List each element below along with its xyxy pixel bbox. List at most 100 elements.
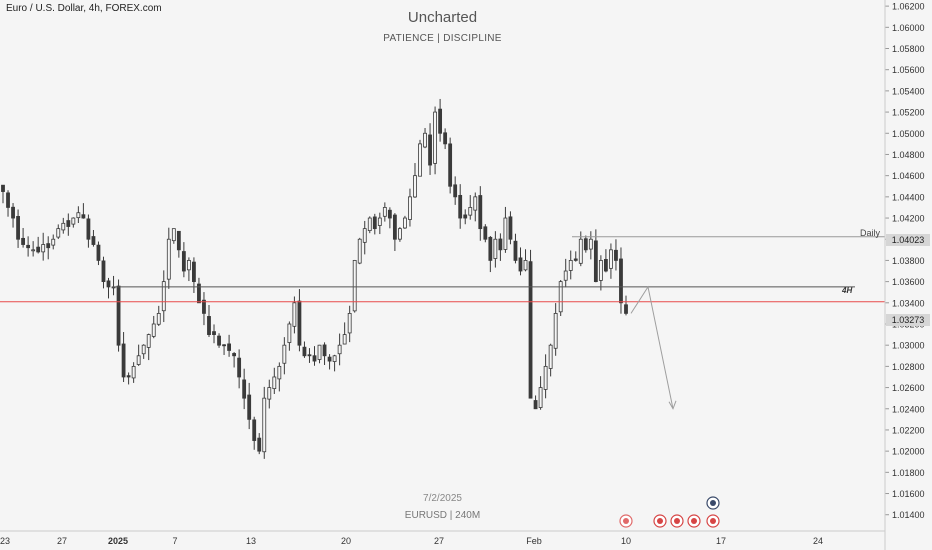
candle-body xyxy=(171,228,176,242)
x-tick-label: 23 xyxy=(0,536,10,546)
x-tick-label: 27 xyxy=(57,536,67,546)
candle-body xyxy=(11,206,15,219)
y-tick-label: 1.03600 xyxy=(892,277,925,287)
candle-body xyxy=(121,343,126,378)
y-axis-labels: 1.06200 1.06000 1.05800 1.05600 1.05400 1.052… xyxy=(885,2,925,520)
candle-body xyxy=(518,257,523,272)
date-watermark: 7/2/2025 xyxy=(423,493,462,504)
y-tick-label: 1.03000 xyxy=(892,341,925,351)
x-tick-label: 20 xyxy=(341,536,351,546)
y-tick-label: 1.02200 xyxy=(892,425,925,435)
candle-body xyxy=(106,280,111,288)
y-tick-label: 1.03400 xyxy=(892,298,925,308)
candle-body xyxy=(56,228,61,238)
candle-body xyxy=(573,258,578,261)
globe-event-icon-dot xyxy=(710,500,716,506)
candle-body xyxy=(558,281,563,313)
candle-body xyxy=(156,313,161,325)
x-tick-label: 24 xyxy=(813,536,823,546)
projection-arrowhead xyxy=(668,400,677,410)
candle-body xyxy=(583,238,588,251)
candle-body xyxy=(126,375,131,378)
candle-body xyxy=(443,132,448,145)
candle-body xyxy=(247,394,252,420)
y-tick-label: 1.02600 xyxy=(892,383,925,393)
candle-body xyxy=(543,365,548,390)
y-tick-label: 1.05200 xyxy=(892,108,925,118)
candle-body xyxy=(533,400,538,410)
brand-watermark: Uncharted xyxy=(407,9,478,26)
candle-body xyxy=(619,258,623,304)
projection-path xyxy=(630,285,674,409)
candle-body xyxy=(292,302,297,327)
y-tick-label: 1.06200 xyxy=(892,2,925,12)
candle-body xyxy=(161,281,166,312)
y-tick-label: 1.05800 xyxy=(892,44,925,54)
candle-body xyxy=(598,260,603,281)
candle-body xyxy=(387,209,392,219)
candle-body xyxy=(372,216,377,230)
y-tick-label: 1.05000 xyxy=(892,129,925,139)
candle-body xyxy=(277,365,282,380)
candle-body xyxy=(332,355,337,362)
candle-body xyxy=(6,192,10,208)
symbol-title[interactable]: Euro / U.S. Dollar, 4h, FOREX.com xyxy=(6,3,162,14)
candle-body xyxy=(413,175,417,198)
us-flag-event-icon-dot xyxy=(674,518,680,524)
candle-body xyxy=(262,397,267,453)
candle-body xyxy=(614,249,618,261)
x-tick-label: 13 xyxy=(246,536,256,546)
candle-body xyxy=(71,217,76,225)
y-tick-label: 1.02400 xyxy=(892,404,925,414)
candle-body xyxy=(493,238,498,259)
candle-body xyxy=(217,335,221,346)
price-axis-background xyxy=(885,0,932,550)
candle-body xyxy=(101,260,106,283)
y-tick-label: 1.02000 xyxy=(892,447,925,457)
candle-body xyxy=(317,344,322,360)
candle-body xyxy=(41,244,46,253)
candle-body xyxy=(382,207,387,217)
candle-body xyxy=(312,355,317,362)
candle-body xyxy=(166,238,171,280)
candle-body xyxy=(1,184,5,192)
candle-body xyxy=(357,238,362,264)
lightning-event-icon-dot xyxy=(623,518,629,524)
x-tick-label: 27 xyxy=(434,536,444,546)
candle-body xyxy=(508,216,513,240)
candle-body xyxy=(463,214,468,219)
y-tick-label: 1.01400 xyxy=(892,510,925,520)
candle-body xyxy=(483,226,488,240)
candle-body xyxy=(377,217,382,226)
candle-body xyxy=(362,228,367,243)
candle-body xyxy=(252,419,257,441)
candle-body xyxy=(181,251,186,272)
last-price-tag: 1.03273 xyxy=(886,314,930,326)
candle-body xyxy=(488,236,493,261)
x-tick-label: 17 xyxy=(716,536,726,546)
y-tick-label: 1.04200 xyxy=(892,214,925,224)
candle-body xyxy=(21,237,26,245)
y-tick-label: 1.01600 xyxy=(892,489,925,499)
candle-body xyxy=(76,212,81,219)
candle-body xyxy=(51,238,56,246)
y-tick-label: 1.06000 xyxy=(892,23,925,33)
candle-body xyxy=(593,240,598,283)
candles-group xyxy=(1,98,628,459)
candle-body xyxy=(227,343,231,351)
candle-body xyxy=(563,270,568,281)
candle-body xyxy=(428,134,432,166)
candle-body xyxy=(232,353,237,357)
candle-body xyxy=(81,214,86,219)
candle-body xyxy=(96,244,101,261)
candle-body xyxy=(528,261,533,399)
candle-body xyxy=(578,238,583,264)
candle-body xyxy=(327,356,332,362)
candle-body xyxy=(287,323,292,343)
candle-body xyxy=(538,387,543,408)
y-tick-label: 1.03800 xyxy=(892,256,925,266)
candle-body xyxy=(242,379,247,399)
candle-body xyxy=(453,184,458,198)
